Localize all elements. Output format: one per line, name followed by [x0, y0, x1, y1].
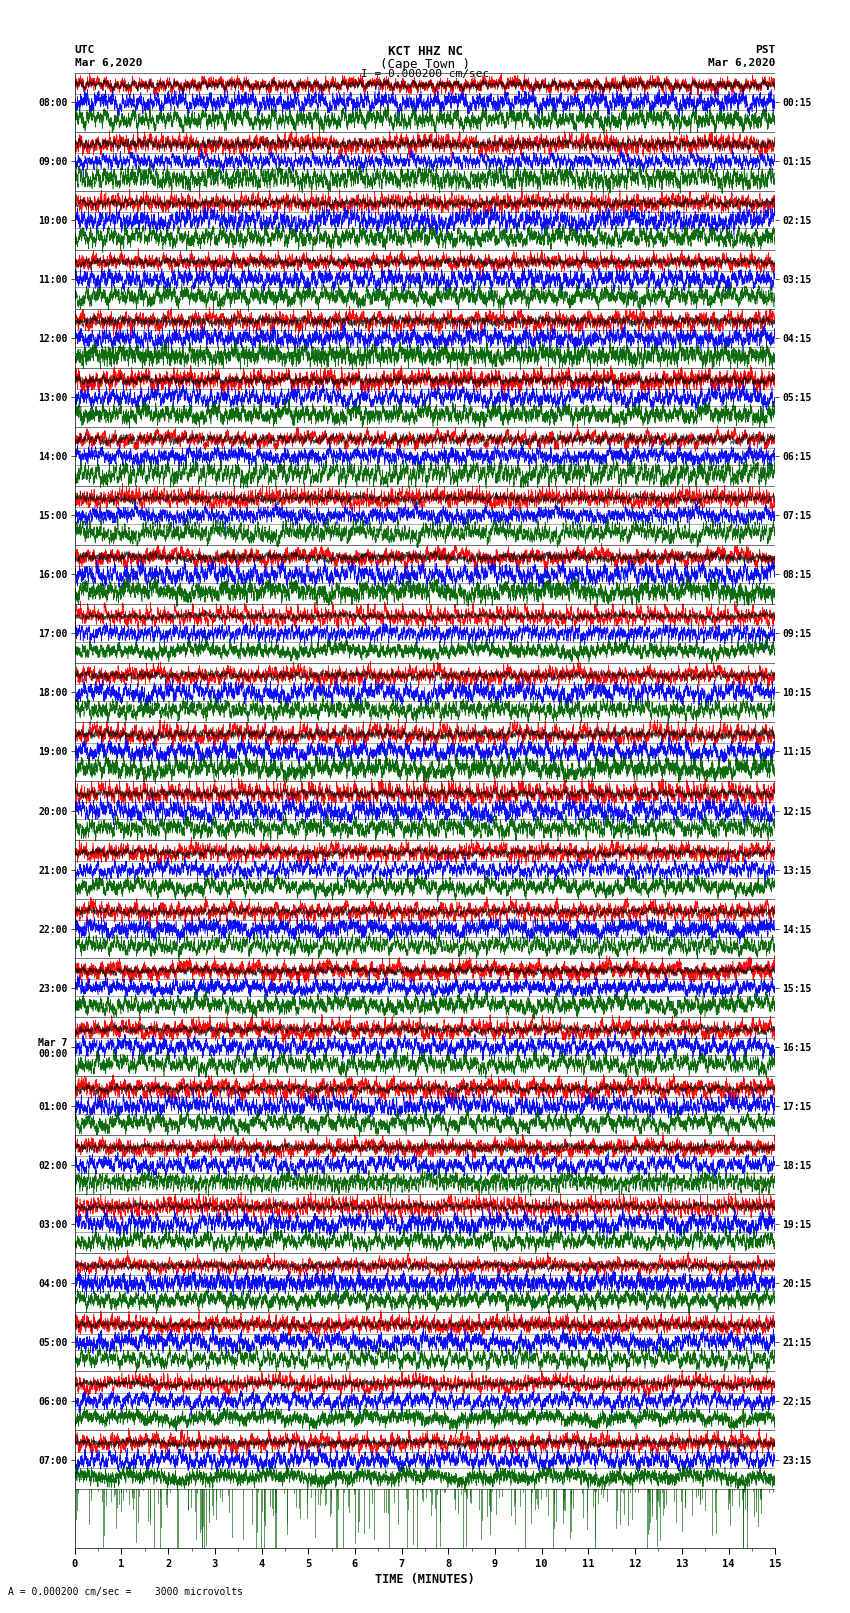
- X-axis label: TIME (MINUTES): TIME (MINUTES): [375, 1573, 475, 1586]
- Text: A = 0.000200 cm/sec =    3000 microvolts: A = 0.000200 cm/sec = 3000 microvolts: [8, 1587, 243, 1597]
- Text: Mar 6,2020: Mar 6,2020: [708, 58, 775, 68]
- Text: PST: PST: [755, 45, 775, 55]
- Text: (Cape Town ): (Cape Town ): [380, 58, 470, 71]
- Text: UTC: UTC: [75, 45, 95, 55]
- Text: Mar 6,2020: Mar 6,2020: [75, 58, 142, 68]
- Text: KCT HHZ NC: KCT HHZ NC: [388, 45, 462, 58]
- Text: I = 0.000200 cm/sec: I = 0.000200 cm/sec: [361, 69, 489, 79]
